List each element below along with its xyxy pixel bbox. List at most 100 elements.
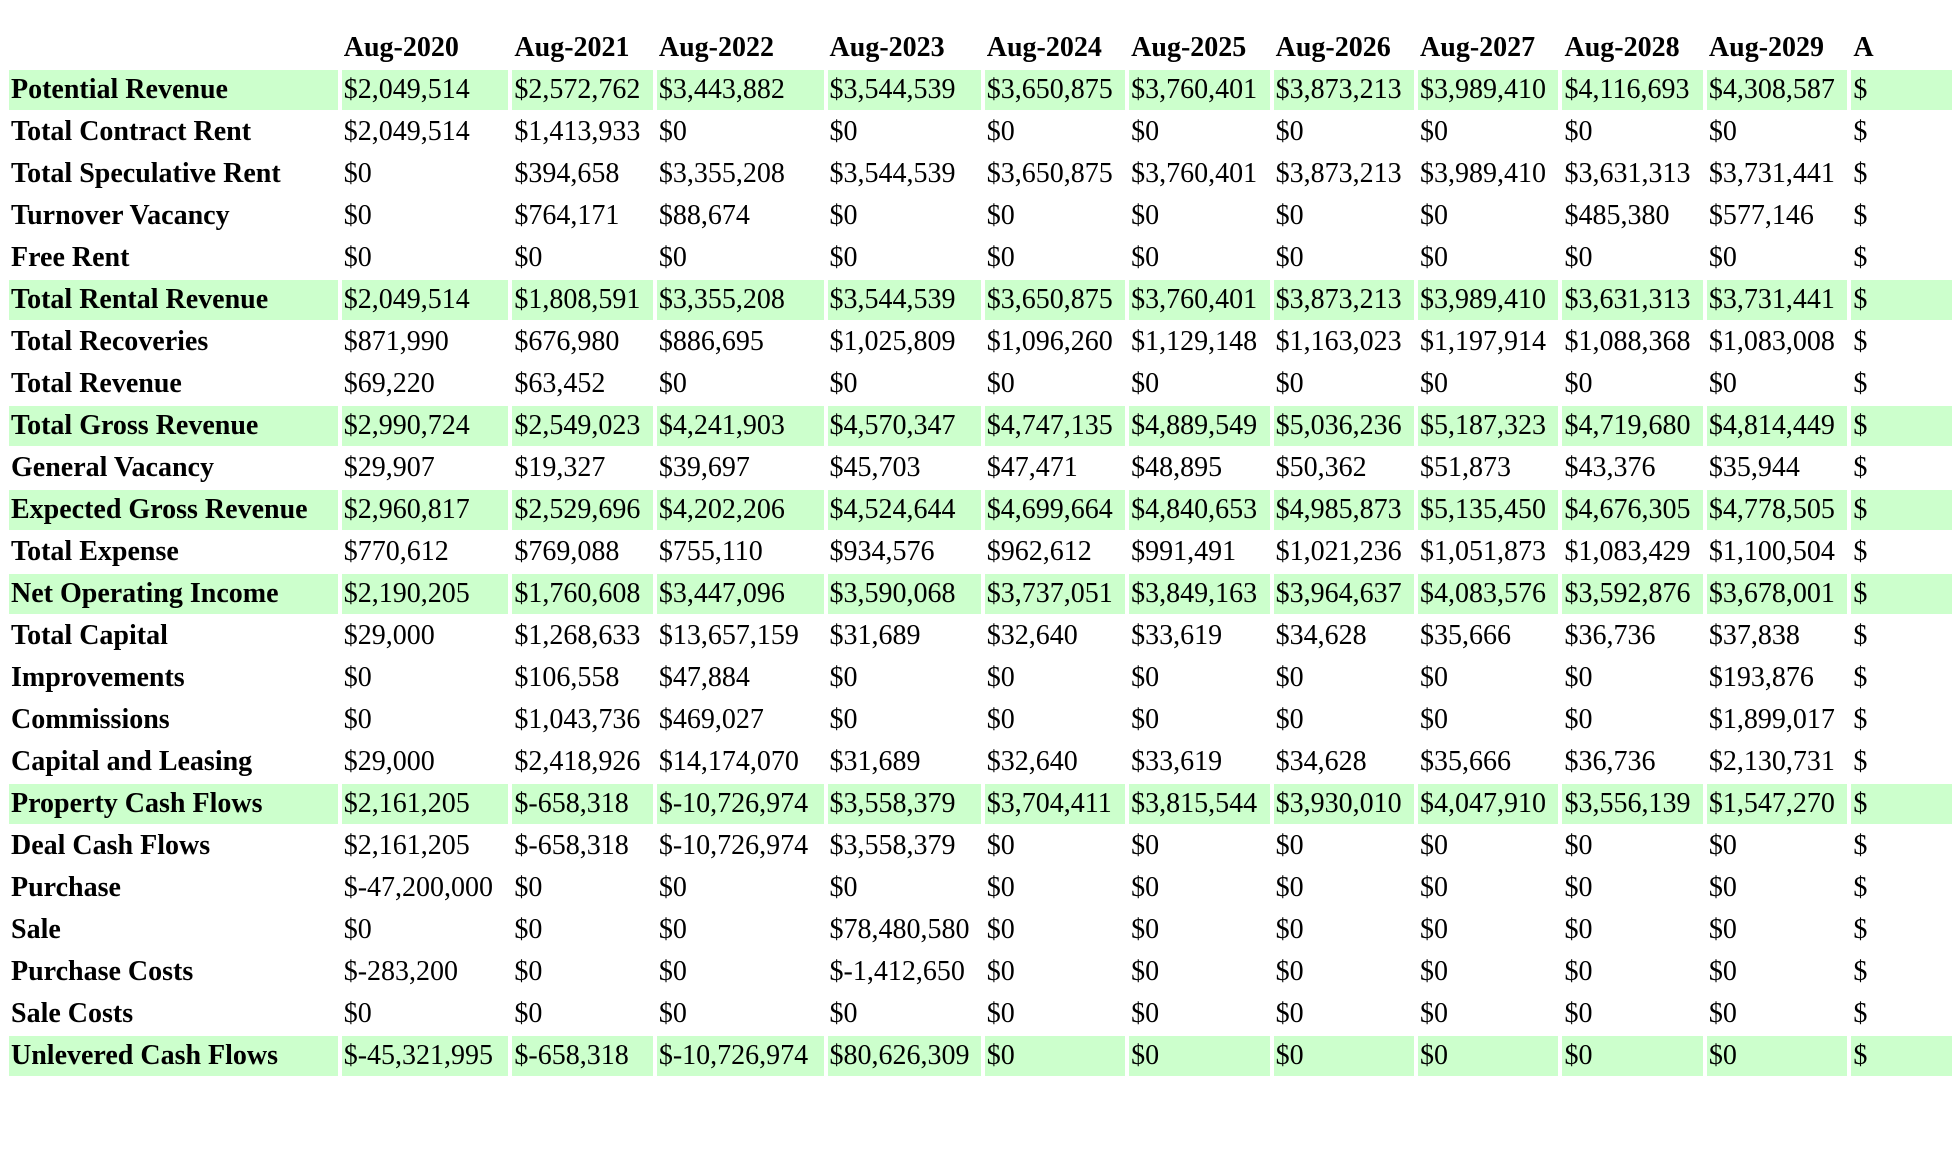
table-cell: $871,990 xyxy=(343,326,449,357)
table-row: Commissions $0 $1,043,736 $469,027 $0 $0 $0 $0 $… xyxy=(9,700,1952,740)
table-cell: $ xyxy=(1853,998,1868,1029)
table-cell: $3,737,051 xyxy=(984,574,1126,614)
table-cell: $3,590,068 xyxy=(827,574,981,614)
table-cell: $2,529,696 xyxy=(512,490,653,530)
table-cell: $0 xyxy=(829,704,858,735)
table-cell: $36,736 xyxy=(1564,620,1656,651)
column-header: Aug-2022 xyxy=(658,32,774,63)
table-cell: $0 xyxy=(1564,242,1593,273)
table-cell: $0 xyxy=(1420,242,1449,273)
table-cell: $0 xyxy=(1564,998,1593,1029)
table-cell: $63,452 xyxy=(514,368,606,399)
table-cell: $2,049,514 xyxy=(343,116,470,147)
table-row: Net Operating Income $2,190,205 $1,760,608… xyxy=(9,574,1952,614)
table-cell: $-10,726,974 xyxy=(658,830,809,861)
row-label: Total Recoveries xyxy=(11,326,209,357)
table-cell: $3,556,139 xyxy=(1562,784,1703,824)
row-label: Total Capital xyxy=(11,620,168,651)
table-cell: $35,666 xyxy=(1420,746,1512,777)
table-row: Capital and Leasing $29,000 $2,418,926 $14,… xyxy=(9,742,1952,782)
table-row: Improvements $0 $106,558 $47,884 $0 $0 $0 $0 $0 $… xyxy=(9,658,1952,698)
column-header: Aug-2026 xyxy=(1275,32,1391,63)
table-cell: $4,308,587 xyxy=(1706,70,1848,110)
table-cell: $1,163,023 xyxy=(1275,326,1402,357)
table-cell: $1,899,017 xyxy=(1708,704,1835,735)
table-cell: $-10,726,974 xyxy=(656,784,824,824)
table-cell: $0 xyxy=(658,242,687,273)
table-row: Purchase Costs $-283,200 $0 $0 $-1,412,650 $0… xyxy=(9,952,1952,992)
table-cell: $1,043,736 xyxy=(514,704,641,735)
table-row: Unlevered Cash Flows $-45,321,995 $-658,31… xyxy=(9,1036,1952,1076)
table-cell: $0 xyxy=(514,242,543,273)
table-cell: $991,491 xyxy=(1131,536,1237,567)
row-label: Total Revenue xyxy=(11,368,182,399)
table-cell: $0 xyxy=(1131,368,1160,399)
cash-flow-table: Aug-2020 Aug-2021 Aug-2022 Aug-2023 Aug-2024… xyxy=(9,26,1956,1078)
table-cell: $35,944 xyxy=(1708,452,1800,483)
table-cell: $1,808,591 xyxy=(512,280,653,320)
table-body: Potential Revenue $2,049,514 $2,572,762 $3,… xyxy=(9,70,1952,1076)
table-cell: $33,619 xyxy=(1131,746,1223,777)
table-cell: $676,980 xyxy=(514,326,620,357)
column-header: Aug-2025 xyxy=(1131,32,1247,63)
table-cell: $0 xyxy=(1275,662,1304,693)
table-cell: $0 xyxy=(514,872,543,903)
table-cell: $47,471 xyxy=(986,452,1078,483)
table-cell: $4,985,873 xyxy=(1273,490,1415,530)
table-cell: $-1,412,650 xyxy=(829,956,965,987)
table-cell: $4,814,449 xyxy=(1706,406,1848,446)
table-cell: $2,161,205 xyxy=(341,784,509,824)
table-cell: $0 xyxy=(343,704,372,735)
table-cell: $3,558,379 xyxy=(829,830,956,861)
table-cell: $0 xyxy=(1706,1036,1848,1076)
table-cell: $1,083,429 xyxy=(1564,536,1691,567)
table-cell: $0 xyxy=(1275,368,1304,399)
table-cell: $0 xyxy=(658,872,687,903)
table-cell: $ xyxy=(1853,746,1868,777)
row-label: Net Operating Income xyxy=(9,574,338,614)
table-row: Potential Revenue $2,049,514 $2,572,762 $3,… xyxy=(9,70,1952,110)
table-cell: $-658,318 xyxy=(514,830,629,861)
table-row: General Vacancy $29,907 $19,327 $39,697 $45,… xyxy=(9,448,1952,488)
table-cell: $0 xyxy=(1420,872,1449,903)
table-row: Purchase $-47,200,000 $0 $0 $0 $0 $0 $0 $0 $0 $0 $ xyxy=(9,868,1952,908)
table-cell: $3,631,313 xyxy=(1562,280,1703,320)
table-cell: $48,895 xyxy=(1131,452,1223,483)
table-cell: $36,736 xyxy=(1564,746,1656,777)
table-cell: $3,355,208 xyxy=(656,280,824,320)
table-cell: $29,000 xyxy=(343,746,435,777)
row-label: General Vacancy xyxy=(11,452,214,483)
table-cell: $14,174,070 xyxy=(658,746,799,777)
table-cell: $0 xyxy=(1275,998,1304,1029)
table-row: Total Expense $770,612 $769,088 $755,110 $93… xyxy=(9,532,1952,572)
table-cell: $80,626,309 xyxy=(827,1036,981,1076)
table-cell: $3,544,539 xyxy=(827,70,981,110)
table-cell: $ xyxy=(1853,326,1868,357)
table-cell: $0 xyxy=(1564,914,1593,945)
row-label: Property Cash Flows xyxy=(9,784,338,824)
row-label: Total Speculative Rent xyxy=(11,158,281,189)
table-cell: $485,380 xyxy=(1564,200,1670,231)
table-cell: $4,699,664 xyxy=(984,490,1126,530)
table-cell: $0 xyxy=(986,368,1015,399)
table-cell: $3,815,544 xyxy=(1129,784,1270,824)
table-cell: $ xyxy=(1851,784,1952,824)
table-cell: $5,187,323 xyxy=(1418,406,1559,446)
table-cell: $1,129,148 xyxy=(1131,326,1258,357)
table-cell: $0 xyxy=(1708,368,1737,399)
table-cell: $0 xyxy=(1420,830,1449,861)
table-cell: $0 xyxy=(343,200,372,231)
row-label: Deal Cash Flows xyxy=(11,830,211,861)
table-cell: $0 xyxy=(1275,872,1304,903)
table-cell: $33,619 xyxy=(1131,620,1223,651)
table-cell: $0 xyxy=(1129,1036,1270,1076)
table-cell: $0 xyxy=(1275,116,1304,147)
table-cell: $1,025,809 xyxy=(829,326,956,357)
table-cell: $ xyxy=(1853,200,1868,231)
table-row: Total Recoveries $871,990 $676,980 $886,695… xyxy=(9,322,1952,362)
table-cell: $0 xyxy=(1564,872,1593,903)
table-cell: $69,220 xyxy=(343,368,435,399)
table-cell: $4,719,680 xyxy=(1562,406,1703,446)
table-cell: $4,202,206 xyxy=(656,490,824,530)
table-cell: $3,678,001 xyxy=(1706,574,1848,614)
